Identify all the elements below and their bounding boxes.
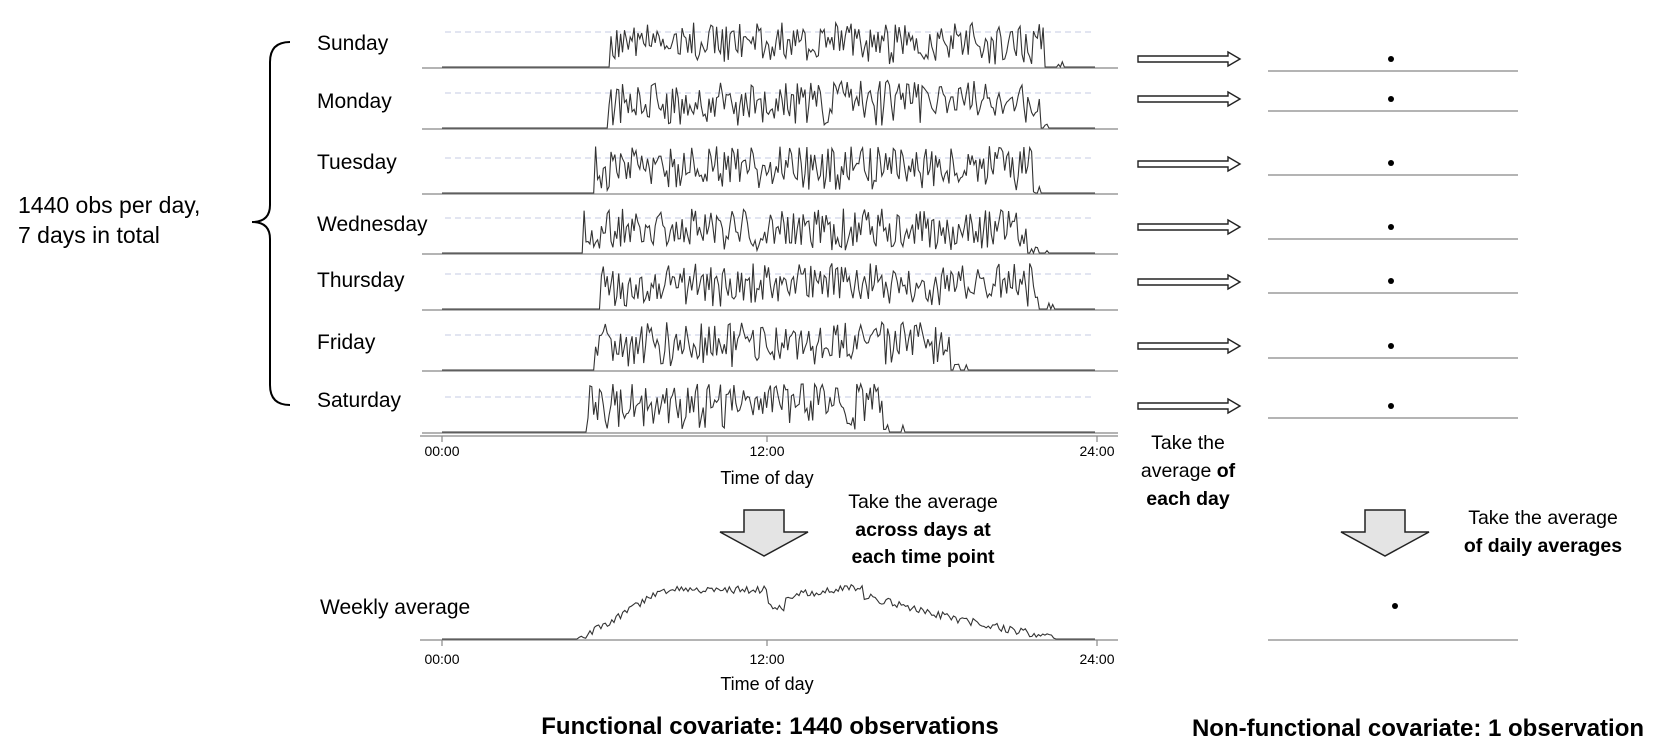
down-arrow-nonfunctional: [1340, 509, 1430, 557]
footer-functional: Functional covariate: 1440 observations: [541, 713, 999, 740]
day-panel-sunday: Sunday: [317, 20, 1118, 69]
right-arrow: [1137, 90, 1242, 108]
day-series-line: [442, 320, 1095, 371]
daily-series-panels: Sunday Monday Tuesday Wednesday Thursday Frid…: [317, 20, 1118, 434]
right-arrow: [1137, 50, 1242, 68]
daily-average-dot: [1388, 278, 1394, 284]
day-series-line: [442, 20, 1095, 69]
day-series-line: [442, 79, 1095, 129]
tick-label-12: 12:00: [749, 443, 784, 459]
note-nonfunctional-line1: Take the average: [1468, 507, 1618, 529]
day-label: Sunday: [317, 32, 389, 55]
day-label: Wednesday: [317, 213, 428, 236]
day-series-line: [442, 208, 1095, 255]
time-axis-weekly: 00:00 12:00 24:00 Time of day: [424, 651, 1114, 694]
daily-dot-thursday: [1268, 278, 1518, 294]
day-label: Thursday: [317, 269, 405, 292]
note-functional-line1: Take the average: [848, 491, 998, 513]
day-series-line: [442, 382, 1095, 433]
right-arrow: [1137, 218, 1242, 236]
day-series-line: [442, 263, 1095, 311]
tick-label-0-weekly: 00:00: [424, 651, 459, 667]
daily-dot-tuesday: [1268, 160, 1518, 176]
daily-dot-wednesday: [1268, 224, 1518, 240]
note-mid-line1: Take the: [1151, 432, 1225, 454]
down-arrow-functional: [719, 509, 809, 557]
x-axis-title-weekly: Time of day: [720, 674, 813, 694]
daily-average-dot: [1388, 56, 1394, 62]
daily-dot-monday: [1268, 96, 1518, 112]
note-nonfunctional-line2: of daily averages: [1464, 535, 1622, 557]
time-axis-daily: 00:00 12:00 24:00 Time of day: [420, 435, 1118, 488]
day-panel-thursday: Thursday: [317, 263, 1118, 311]
daily-dot-sunday: [1268, 56, 1518, 72]
daily-dot-friday: [1268, 343, 1518, 359]
daily-average-dot: [1388, 403, 1394, 409]
tick-label-0: 00:00: [424, 443, 459, 459]
tick-label-24: 24:00: [1079, 443, 1114, 459]
right-arrow: [1137, 273, 1242, 291]
daily-average-arrows: [1137, 50, 1242, 415]
right-arrow: [1137, 155, 1242, 173]
day-panel-wednesday: Wednesday: [317, 208, 1118, 255]
tick-label-24-weekly: 24:00: [1079, 651, 1114, 667]
weekly-average-series: [420, 583, 1118, 646]
footer-nonfunctional: Non-functional covariate: 1 observation: [1192, 715, 1644, 742]
weekly-series-line: [442, 583, 1095, 640]
daily-average-dot: [1388, 160, 1394, 166]
day-label: Saturday: [317, 389, 402, 412]
day-panel-saturday: Saturday: [317, 382, 1118, 434]
x-axis-title: Time of day: [720, 468, 813, 488]
daily-average-dots: [1268, 56, 1518, 419]
right-arrow: [1137, 337, 1242, 355]
right-arrow: [1137, 397, 1242, 415]
curly-brace: [251, 41, 291, 406]
note-functional-line2: across days at: [855, 519, 991, 541]
day-panel-monday: Monday: [317, 79, 1118, 130]
daily-average-dot: [1388, 343, 1394, 349]
weekly-average-label: Weekly average: [320, 596, 470, 619]
tick-label-12-weekly: 12:00: [749, 651, 784, 667]
note-functional-line3: each time point: [851, 546, 995, 568]
day-panel-friday: Friday: [317, 320, 1118, 372]
day-label: Monday: [317, 90, 392, 113]
left-annotation-line1: 1440 obs per day,: [18, 192, 200, 218]
daily-dot-saturday: [1268, 403, 1518, 419]
day-series-line: [442, 145, 1095, 194]
weekly-average-dot: [1392, 603, 1398, 609]
daily-average-dot: [1388, 224, 1394, 230]
note-mid-line3: each day: [1146, 488, 1230, 510]
daily-average-dot: [1388, 96, 1394, 102]
day-panel-tuesday: Tuesday: [317, 145, 1118, 195]
left-annotation-line2: 7 days in total: [18, 222, 160, 248]
note-mid-line2: average of: [1141, 460, 1236, 482]
day-label: Tuesday: [317, 151, 397, 174]
day-label: Friday: [317, 331, 376, 354]
